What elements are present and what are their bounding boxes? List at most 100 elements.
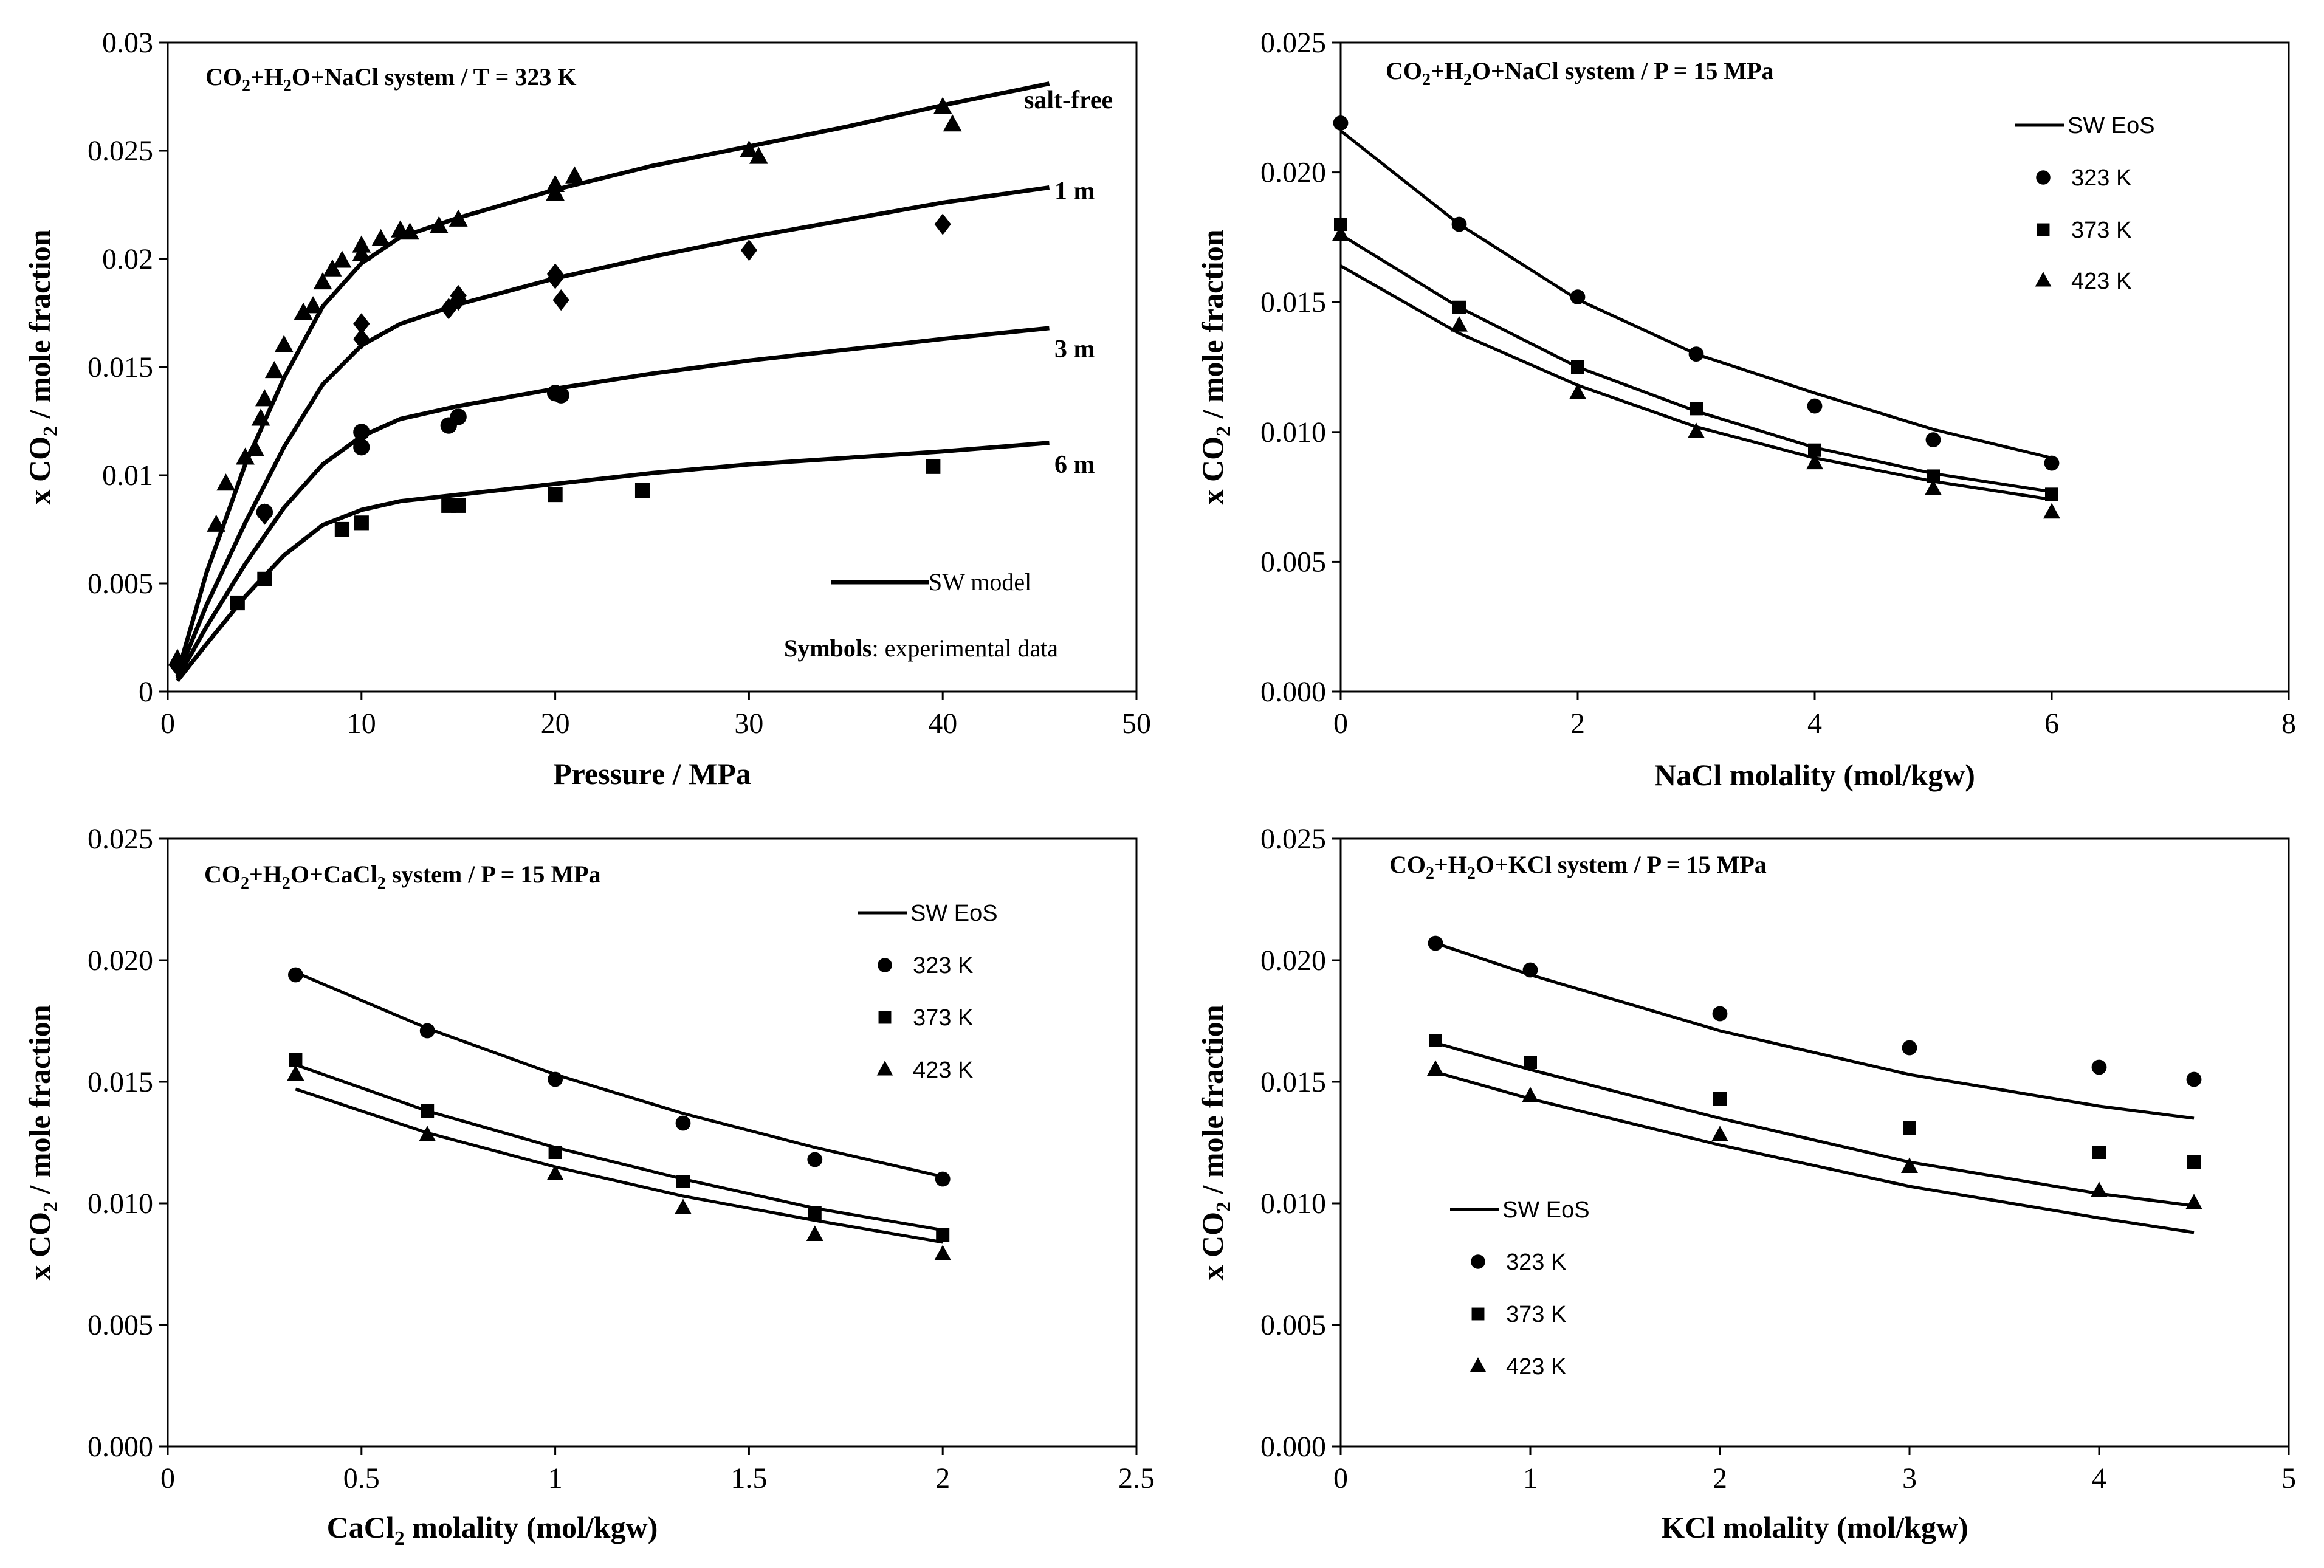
data-point-373-k: [1927, 469, 1940, 483]
y-tick-label: 0.025: [88, 135, 153, 167]
data-point-323-k: [2186, 1071, 2202, 1087]
data-point-1-m: [353, 313, 370, 335]
x-axis-title: NaCl molality (mol/kgw): [1654, 758, 1975, 792]
x-tick-label: 0: [160, 1462, 175, 1494]
panel-nacl: 0.000 0.005 0.010 0.015 0.020 0.025 0 2 4 6 8 CO2…: [1195, 27, 2296, 792]
data-point-salt-free: [429, 216, 449, 233]
data-point-323-k: [1333, 115, 1349, 131]
legend: SW EoS 323 K 373 K 423 K: [1450, 1197, 1590, 1380]
data-point-1-m: [546, 263, 564, 285]
panel-title: CO2+H2O+KCl system / P = 15 MPa: [1389, 851, 1767, 883]
model-curve-1-m: [175, 185, 1050, 678]
x-tick-label: 2: [1570, 707, 1585, 740]
legend-triangle-symbol: [876, 1061, 893, 1076]
y-tick-label: 0.010: [1260, 1188, 1326, 1220]
data-point-323-k: [935, 1171, 951, 1187]
data-point-6-m: [257, 571, 272, 586]
plot-frame: [1339, 837, 2290, 1448]
legend-label-323k: 323 K: [1506, 1250, 1566, 1275]
model-curve-323-k: [295, 971, 943, 1178]
axis-ticks: [1332, 837, 2290, 1455]
data-point-salt-free: [546, 174, 565, 192]
data-point-373-k: [1808, 443, 1821, 457]
data-point-323-k: [1428, 935, 1443, 951]
y-tick-labels: 0.000 0.005 0.010 0.015 0.020 0.025: [88, 823, 153, 1463]
data-point-salt-free: [352, 244, 371, 261]
data-point-373-k: [2187, 1155, 2201, 1169]
y-tick-label: 0.005: [88, 1309, 153, 1341]
x-axis-title: CaCl2 molality (mol/kgw): [327, 1510, 658, 1550]
data-point-423-k: [1711, 1126, 1728, 1141]
data-point-423-k: [1925, 480, 1942, 495]
x-tick-label: 0: [160, 707, 175, 740]
legend-circle-symbol: [2036, 170, 2051, 185]
x-tick-label: 40: [928, 707, 957, 740]
y-axis-title: x CO2 / mole fraction: [22, 1005, 62, 1280]
data-point-323-k: [288, 967, 303, 983]
data-point-salt-free: [749, 146, 768, 164]
data-point-salt-free: [352, 235, 371, 253]
model-curves: [295, 971, 943, 1244]
legend-square-symbol: [878, 1011, 892, 1024]
data-point-373-k: [936, 1228, 950, 1242]
model-curve-6-m: [176, 441, 1050, 683]
data-point-323-k: [1570, 289, 1586, 305]
x-tick-label: 3: [1902, 1462, 1917, 1494]
data-point-1-m: [353, 328, 370, 350]
panel-pressure: 0 0.005 0.01 0.015 0.02 0.025 0.03 0 10 20 30 40 50…: [22, 27, 1151, 791]
data-point-373-k: [548, 1146, 562, 1159]
data-point-373-k: [808, 1206, 822, 1220]
data-point-373-k: [1334, 218, 1347, 232]
data-point-6-m: [230, 595, 245, 611]
data-point-423-k: [546, 1164, 564, 1180]
x-tick-labels: 0 2 4 6 8: [1333, 707, 2296, 740]
data-point-salt-free: [303, 296, 323, 314]
data-point-423-k: [2185, 1194, 2202, 1209]
y-tick-labels: 0.000 0.005 0.010 0.015 0.020 0.025: [1260, 823, 1326, 1463]
legend-triangle-symbol: [2035, 272, 2052, 287]
data-point-salt-free: [216, 473, 236, 491]
legend-label-423k: 423 K: [1506, 1354, 1566, 1380]
x-axis-title: Pressure / MPa: [553, 757, 751, 791]
data-point-1-m: [440, 298, 457, 320]
data-point-salt-free: [294, 302, 313, 320]
legend-marker-circle: [1471, 1254, 1485, 1269]
legend-marker-triangle: [876, 1061, 893, 1076]
data-point-salt-free: [264, 360, 284, 379]
y-tick-label: 0.025: [1260, 27, 1326, 59]
data-point-1-m: [934, 213, 951, 235]
data-point-323-k: [2091, 1059, 2107, 1075]
x-tick-labels: 0 0.5 1 1.5 2 2.5: [160, 1462, 1155, 1494]
legend-label-sw-eos: SW EoS: [1502, 1197, 1590, 1223]
data-points: [287, 967, 952, 1260]
x-tick-label: 2.5: [1118, 1462, 1155, 1494]
legend-note-bold: Symbols: [784, 634, 872, 662]
y-tick-label: 0.015: [88, 1066, 153, 1098]
data-point-6-m: [926, 459, 941, 474]
x-tick-label: 2: [1713, 1462, 1727, 1494]
data-point-423-k: [1427, 1060, 1444, 1076]
data-point-423-k: [1806, 453, 1823, 470]
data-point-6-m: [634, 483, 650, 498]
data-point-423-k: [2091, 1181, 2108, 1197]
x-tick-label: 1: [548, 1462, 563, 1494]
legend-label-sw-model: SW model: [929, 568, 1031, 596]
data-point-salt-free: [246, 439, 264, 456]
legend-label-323k: 323 K: [913, 953, 973, 978]
data-point-salt-free: [332, 250, 352, 268]
model-curve-373-k: [1435, 1041, 2195, 1208]
legend-circle-symbol: [1471, 1254, 1485, 1269]
legend-marker-square: [878, 1011, 892, 1024]
data-point-salt-free: [546, 184, 565, 201]
panel-kcl: 0.000 0.005 0.010 0.015 0.020 0.025 0 1 2 3 4 5 CO…: [1195, 823, 2296, 1544]
x-tick-label: 1.5: [731, 1462, 767, 1494]
y-tick-label: 0: [139, 676, 153, 708]
legend-label-373k: 373 K: [913, 1005, 973, 1031]
data-point-salt-free: [323, 259, 342, 277]
data-point-373-k: [1429, 1034, 1442, 1047]
data-point-373-k: [1524, 1056, 1537, 1069]
data-point-salt-free: [401, 222, 419, 240]
legend-triangle-symbol: [1470, 1357, 1487, 1372]
legend-label-373k: 373 K: [1506, 1302, 1566, 1327]
